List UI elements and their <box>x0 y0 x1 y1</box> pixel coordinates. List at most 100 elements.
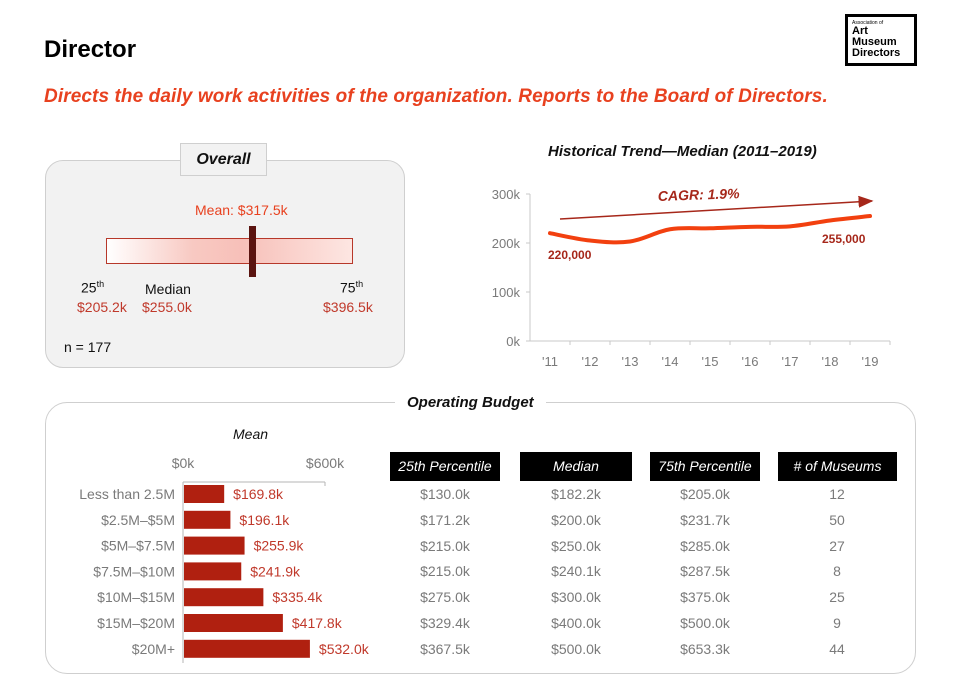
x-tick-label: '18 <box>822 354 839 369</box>
page-subtitle: Directs the daily work activities of the… <box>44 86 828 107</box>
trend-end-label: 255,000 <box>822 232 866 246</box>
p25-label-sup: th <box>96 279 105 289</box>
median-value: $255.0k <box>142 299 192 315</box>
trend-chart: 0k 100k 200k 300k '11 '12 '13 '14 '15 '16 '17 '18 '1… <box>492 185 891 369</box>
mean-bar-chart: $0k $600k Less than 2.5M $169.8k $2.5M–$5M $… <box>79 455 370 663</box>
bar-value-label: $169.8k <box>233 486 284 502</box>
aamd-logo: Association of Art Museum Directors <box>845 14 917 66</box>
logo-line: Museum <box>852 36 897 48</box>
category-label: $10M–$15M <box>97 589 175 605</box>
mean-bar <box>184 536 245 555</box>
table-cell: $240.1k <box>551 563 601 580</box>
trend-chart-title: Historical Trend—Median (2011–2019) <box>548 143 817 160</box>
bar-value-label: $532.0k <box>319 641 370 657</box>
mean-bar <box>184 562 242 581</box>
overall-panel <box>45 160 405 368</box>
y-tick-label: 200k <box>492 236 521 251</box>
table-cell: $653.3k <box>680 640 730 657</box>
x-tick-label: $0k <box>172 455 196 471</box>
category-label: $7.5M–$10M <box>93 563 175 579</box>
median-trend-line <box>548 214 872 245</box>
table-cell: $300.0k <box>551 589 601 606</box>
table-cell: $367.5k <box>420 640 470 657</box>
table-cell: 27 <box>829 537 845 554</box>
table-cell: 12 <box>829 486 845 502</box>
category-label: $20M+ <box>132 641 175 657</box>
col-header-p75: 75th Percentile <box>650 452 760 481</box>
operating-budget-title: Operating Budget <box>395 394 546 411</box>
mean-label: Mean: $317.5k <box>195 202 288 218</box>
table-cell: $130.0k <box>420 486 470 502</box>
salary-range-bar <box>106 238 353 264</box>
mean-chart-title: Mean <box>233 426 269 442</box>
p25-label: 25th <box>81 279 104 296</box>
x-tick-label: $600k <box>306 455 345 471</box>
table-cell: 25 <box>829 589 845 606</box>
mean-bar <box>184 614 283 632</box>
bar-value-label: $255.9k <box>254 538 305 554</box>
y-tick-label: 0k <box>506 334 520 349</box>
y-tick-label: 100k <box>492 285 521 300</box>
table-cell: $215.0k <box>420 563 470 580</box>
table-cell: $215.0k <box>420 537 470 554</box>
x-tick-label: '19 <box>862 354 879 369</box>
col-header-p25: 25th Percentile <box>390 452 500 481</box>
trend-start-label: 220,000 <box>548 248 592 262</box>
p75-label-sup: th <box>355 279 364 289</box>
table-cell: 44 <box>829 640 845 657</box>
median-label: Median <box>145 281 191 297</box>
table-cell: $171.2k <box>420 511 470 528</box>
p75-value: $396.5k <box>323 299 373 315</box>
x-tick-label: '17 <box>782 354 799 369</box>
table-cell: $205.0k <box>680 486 730 502</box>
p25-label-text: 25 <box>81 279 97 296</box>
p75-label-text: 75 <box>340 279 356 296</box>
table-cell: $182.2k <box>551 486 601 502</box>
table-cell: 8 <box>833 563 841 580</box>
category-label: $2.5M–$5M <box>101 512 175 528</box>
x-tick-label: '16 <box>742 354 759 369</box>
mean-bar <box>184 485 225 503</box>
table-cell: $231.7k <box>680 511 730 528</box>
table-cell: $400.0k <box>551 615 601 631</box>
x-tick-label: '13 <box>622 354 639 369</box>
x-tick-label: '15 <box>702 354 719 369</box>
bar-value-label: $196.1k <box>239 512 290 528</box>
col-header-museums: # of Museums <box>778 452 897 481</box>
category-label: Less than 2.5M <box>79 486 175 502</box>
table-cell: 50 <box>829 511 845 528</box>
x-tick-label: '12 <box>582 354 599 369</box>
y-tick-label: 300k <box>492 187 521 202</box>
logo-line: Directors <box>852 47 901 59</box>
table-cell: $500.0k <box>680 615 730 631</box>
p25-value: $205.2k <box>77 299 127 315</box>
table-cell: $287.5k <box>680 563 730 580</box>
mean-bar <box>184 639 310 658</box>
cagr-arrow <box>559 195 874 220</box>
table-cell: $285.0k <box>680 537 730 554</box>
sample-size: n = 177 <box>64 339 112 355</box>
table-cell: $500.0k <box>551 640 601 657</box>
table-cell: $329.4k <box>420 615 470 631</box>
p75-label: 75th <box>340 279 363 296</box>
mean-bar <box>184 588 264 607</box>
logo-line: Art <box>852 25 868 37</box>
table-cell: $250.0k <box>551 537 601 554</box>
col-header-median: Median <box>520 452 632 481</box>
x-tick-label: '11 <box>542 354 558 369</box>
mean-bar <box>184 510 231 529</box>
logo-line: Association of <box>852 20 884 26</box>
cagr-label: CAGR: 1.9% <box>658 185 741 204</box>
page-title: Director <box>44 36 137 63</box>
mean-marker <box>249 226 256 277</box>
bar-value-label: $335.4k <box>272 589 323 605</box>
category-label: $5M–$7.5M <box>101 538 175 554</box>
table-cell: $275.0k <box>420 589 470 606</box>
table-cell: $200.0k <box>551 511 601 528</box>
table-cell: 9 <box>833 615 841 631</box>
x-tick-label: '14 <box>662 354 679 369</box>
table-cell: $375.0k <box>680 589 730 606</box>
overall-tab-label: Overall <box>180 143 267 176</box>
category-label: $15M–$20M <box>97 615 175 631</box>
bar-value-label: $417.8k <box>292 615 343 631</box>
